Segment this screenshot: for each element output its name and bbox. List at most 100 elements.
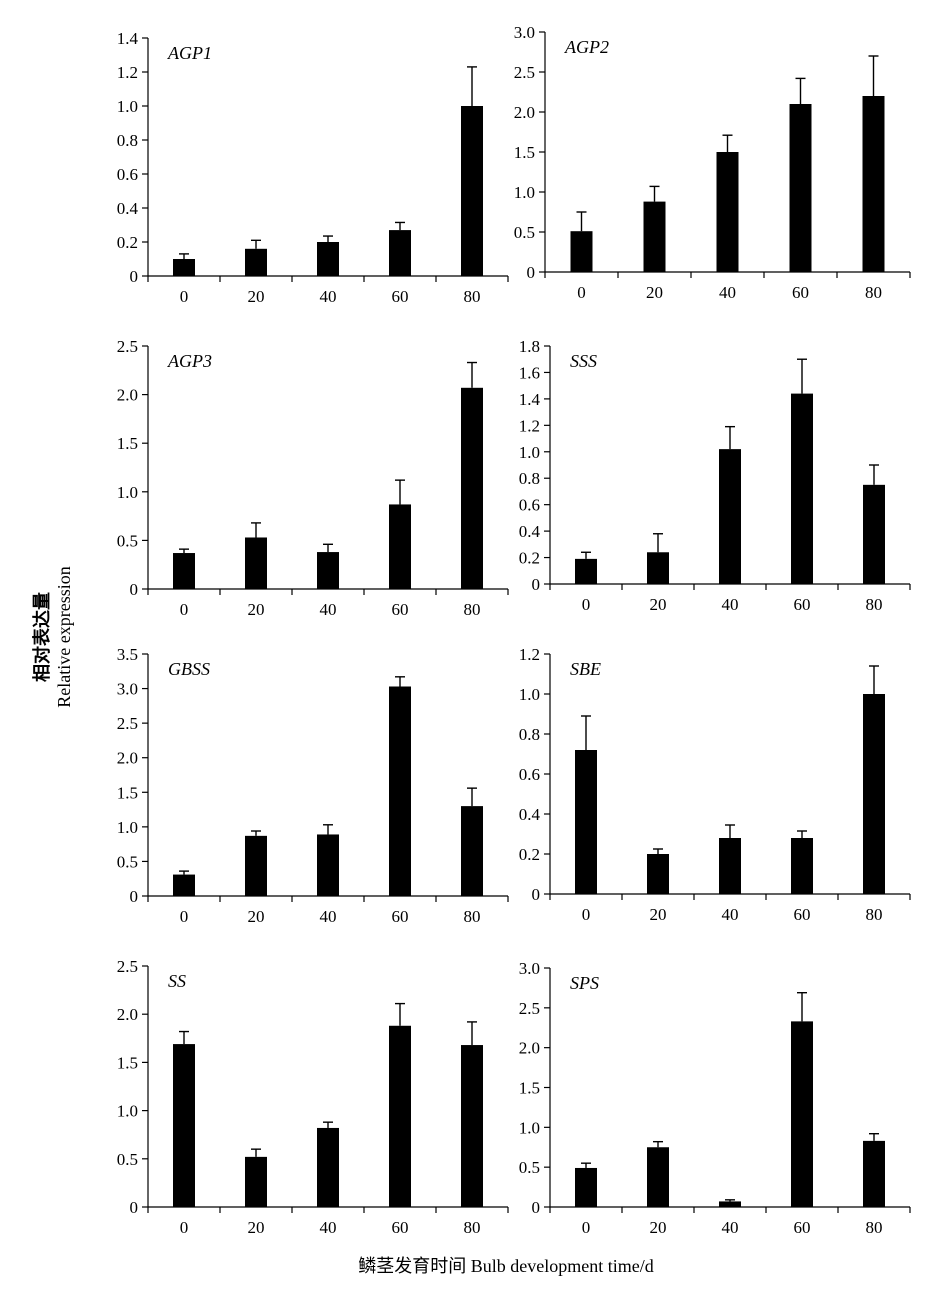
y-tick-label: 2.0 <box>117 386 138 405</box>
x-tick-label: 80 <box>464 907 481 926</box>
x-tick-label: 40 <box>722 1218 739 1237</box>
bar-40 <box>719 838 741 894</box>
panel-sbe: 0 0.2 0.4 0.6 0.8 1.0 1.2 0 20 40 60 80 SBE <box>519 645 911 924</box>
x-tick-label: 20 <box>248 907 265 926</box>
y-tick-label: 2.5 <box>519 999 540 1018</box>
bar-40 <box>317 834 339 896</box>
panel-agp3: 0 0.5 1.0 1.5 2.0 2.5 0 20 40 60 80 AGP3 <box>117 337 509 619</box>
x-tick-label: 0 <box>180 1218 189 1237</box>
y-tick-label: 0.5 <box>117 852 138 871</box>
panel-ss: 0 0.5 1.0 1.5 2.0 2.5 0 20 40 60 80 SS <box>117 957 509 1237</box>
y-tick-label: 0.6 <box>117 165 138 184</box>
y-tick-label: 0 <box>532 1198 541 1217</box>
y-tick-label: 1.0 <box>519 443 540 462</box>
x-tick-label: 40 <box>719 283 736 302</box>
y-tick-label: 0.8 <box>519 469 540 488</box>
panel-title: GBSS <box>168 659 210 679</box>
bar-40 <box>317 242 339 276</box>
y-tick-label: 1.5 <box>519 1079 540 1098</box>
bar-40 <box>719 1201 741 1207</box>
bar-60 <box>389 686 411 896</box>
y-tick-label: 1.4 <box>117 29 139 48</box>
y-tick-label: 1.0 <box>514 183 535 202</box>
y-tick-label: 0.2 <box>117 233 138 252</box>
x-tick-label: 20 <box>248 600 265 619</box>
x-tick-label: 80 <box>464 600 481 619</box>
y-tick-label: 1.2 <box>117 63 138 82</box>
x-tick-label: 60 <box>392 600 409 619</box>
y-tick-label: 1.2 <box>519 645 540 664</box>
bar-80 <box>863 694 885 894</box>
y-tick-label: 0 <box>130 1198 139 1217</box>
bar-40 <box>317 552 339 589</box>
x-tick-label: 40 <box>320 287 337 306</box>
y-tick-label: 2.5 <box>117 957 138 976</box>
bar-80 <box>461 387 483 589</box>
x-tick-label: 80 <box>865 283 882 302</box>
y-tick-label: 0.6 <box>519 496 540 515</box>
y-tick-label: 0.4 <box>117 199 139 218</box>
bar-20 <box>647 1147 669 1207</box>
y-tick-label: 1.5 <box>514 143 535 162</box>
bar-0 <box>570 231 593 272</box>
x-tick-label: 0 <box>582 595 591 614</box>
y-tick-label: 0.6 <box>519 765 540 784</box>
y-tick-label: 1.4 <box>519 390 541 409</box>
y-tick-label: 0 <box>532 575 541 594</box>
x-tick-label: 80 <box>464 287 481 306</box>
y-tick-label: 0.8 <box>519 725 540 744</box>
y-tick-label: 1.5 <box>117 783 138 802</box>
x-tick-label: 20 <box>646 283 663 302</box>
y-tick-label: 0 <box>130 580 139 599</box>
y-tick-label: 1.0 <box>519 1118 540 1137</box>
x-tick-label: 0 <box>180 907 189 926</box>
y-tick-label: 0.5 <box>117 531 138 550</box>
y-tick-label: 0 <box>130 267 139 286</box>
x-tick-label: 20 <box>248 1218 265 1237</box>
x-axis-title: 鳞茎发育时间 Bulb development time/d <box>358 1256 653 1276</box>
y-tick-label: 0.8 <box>117 131 138 150</box>
bar-20 <box>245 248 267 276</box>
y-tick-label: 3.0 <box>519 959 540 978</box>
panels: 0 0.2 0.4 0.6 0.8 1.0 1.2 1.4 0 20 40 60 80 AGP1 0 0.5 1… <box>117 23 911 1237</box>
bar-60 <box>389 504 411 589</box>
bar-60 <box>791 1021 813 1207</box>
y-tick-label: 3.0 <box>514 23 535 42</box>
panel-title: AGP2 <box>564 37 609 57</box>
bar-0 <box>575 750 597 894</box>
panel-title: SSS <box>570 351 597 371</box>
y-tick-label: 0.5 <box>117 1150 138 1169</box>
y-tick-label: 1.5 <box>117 434 138 453</box>
y-tick-label: 1.0 <box>117 818 138 837</box>
x-tick-label: 80 <box>866 1218 883 1237</box>
bar-20 <box>647 854 669 894</box>
y-tick-label: 1.5 <box>117 1053 138 1072</box>
x-tick-label: 0 <box>582 1218 591 1237</box>
bar-40 <box>716 152 739 272</box>
y-tick-label: 0 <box>527 263 536 282</box>
x-tick-label: 60 <box>794 595 811 614</box>
x-tick-label: 20 <box>650 595 667 614</box>
x-tick-label: 40 <box>320 600 337 619</box>
bar-60 <box>389 230 411 276</box>
x-tick-label: 40 <box>320 907 337 926</box>
panel-title: AGP3 <box>167 351 212 371</box>
x-tick-label: 40 <box>722 905 739 924</box>
x-tick-label: 0 <box>582 905 591 924</box>
panel-agp1: 0 0.2 0.4 0.6 0.8 1.0 1.2 1.4 0 20 40 60 80 AGP1 <box>117 29 509 306</box>
bar-0 <box>575 1167 597 1207</box>
bar-80 <box>863 1140 885 1207</box>
x-tick-label: 60 <box>392 1218 409 1237</box>
y-tick-label: 1.0 <box>519 685 540 704</box>
panel-title: SBE <box>570 659 601 679</box>
panel-title: AGP1 <box>167 43 212 63</box>
y-tick-label: 2.5 <box>117 714 138 733</box>
panel-title: SPS <box>570 973 599 993</box>
bar-20 <box>647 552 669 584</box>
bar-0 <box>173 553 195 589</box>
x-tick-label: 80 <box>464 1218 481 1237</box>
bar-80 <box>461 106 483 276</box>
x-tick-label: 80 <box>866 595 883 614</box>
